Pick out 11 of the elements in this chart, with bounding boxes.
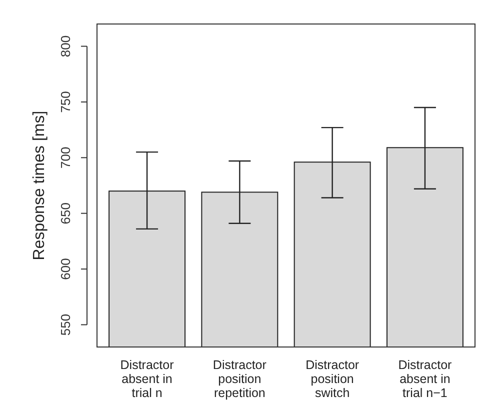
x-tick-label: Distractor absent in trial n−1	[398, 358, 452, 400]
y-tick-label: 800	[58, 35, 73, 58]
y-tick-label: 700	[58, 146, 73, 169]
y-tick-label: 600	[58, 258, 73, 280]
y-tick-label: 550	[58, 314, 73, 336]
y-tick-label: 750	[58, 91, 73, 113]
y-tick-label: 650	[58, 202, 73, 224]
y-axis-title: Response times [ms]	[31, 110, 48, 260]
x-tick-label: Distractor position switch	[306, 358, 360, 400]
x-tick-label: Distractor position repetition	[212, 358, 266, 400]
x-tick-label: Distractor absent in trial n	[120, 358, 174, 400]
